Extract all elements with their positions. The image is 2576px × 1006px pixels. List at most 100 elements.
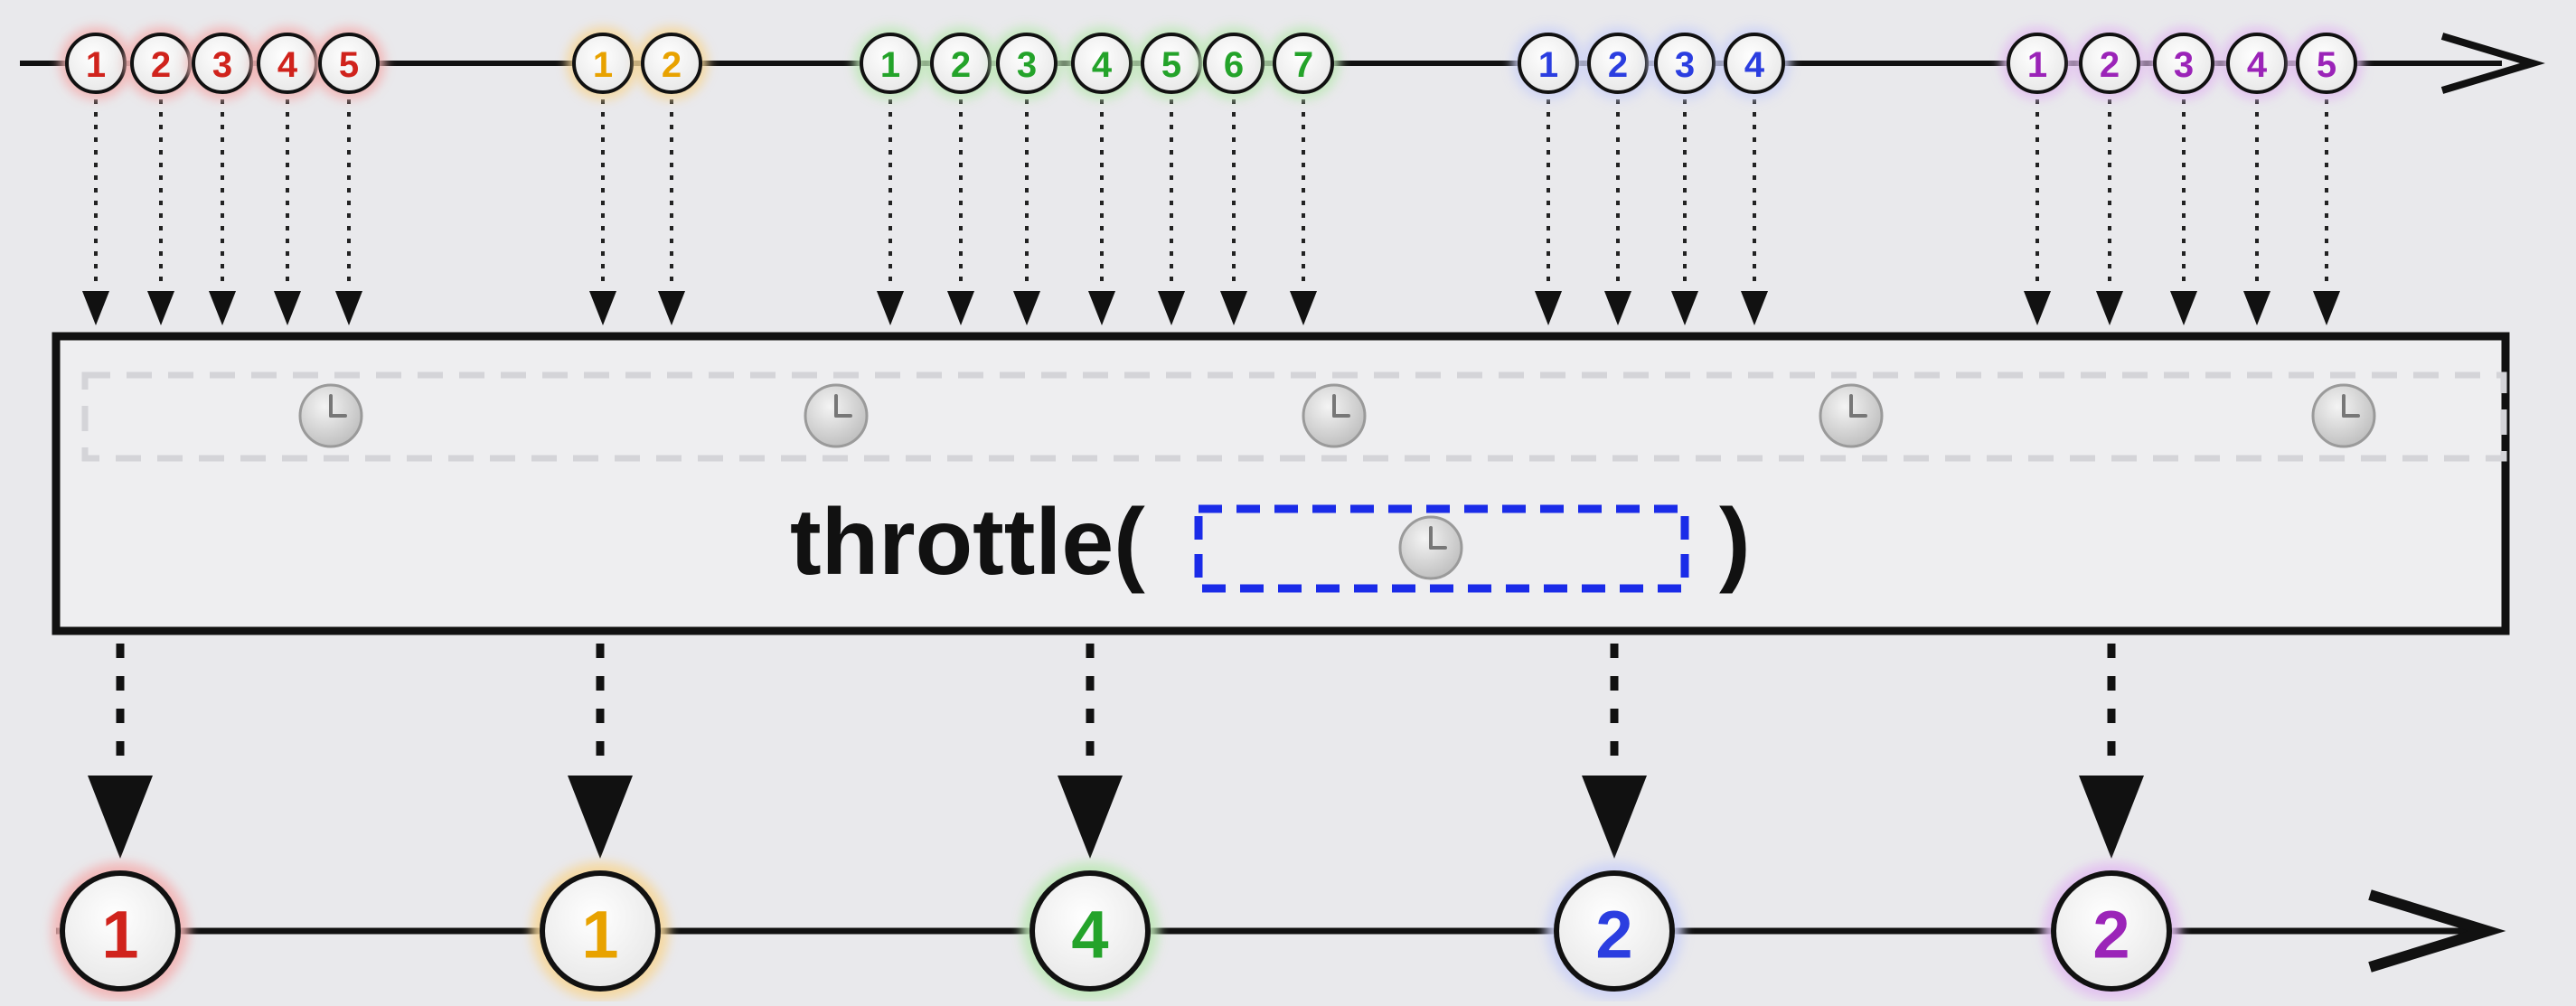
input-arrowhead <box>1013 291 1040 325</box>
input-arrowhead <box>1535 291 1562 325</box>
clock-icon <box>298 383 363 448</box>
input-marble-value: 2 <box>1608 45 1628 85</box>
operator-parameter-clock-icon <box>1398 515 1463 580</box>
input-marble-value: 7 <box>1293 45 1313 85</box>
operator-label-suffix: ) <box>1719 490 1751 595</box>
input-marble-value: 5 <box>339 45 359 85</box>
input-marble: 3 <box>2148 27 2220 99</box>
input-arrowhead <box>2313 291 2340 325</box>
input-arrowhead <box>1290 291 1317 325</box>
output-marble-value: 2 <box>1595 898 1632 973</box>
input-marble: 5 <box>1135 27 1208 99</box>
input-marble: 1 <box>1512 27 1584 99</box>
input-arrowhead <box>209 291 236 325</box>
input-marble: 2 <box>635 27 708 99</box>
input-arrowhead <box>274 291 301 325</box>
clock-icon <box>1819 383 1884 448</box>
input-arrowhead <box>877 291 904 325</box>
input-marble: 7 <box>1267 27 1340 99</box>
output-marble-value: 1 <box>101 898 138 973</box>
input-marble: 5 <box>313 27 385 99</box>
input-marble-value: 4 <box>277 45 298 85</box>
output-marble-value: 1 <box>581 898 618 973</box>
input-marble: 1 <box>60 27 132 99</box>
input-arrowhead <box>335 291 362 325</box>
input-marble: 3 <box>186 27 259 99</box>
input-arrowhead <box>1604 291 1631 325</box>
input-marble-value: 4 <box>1092 45 1113 85</box>
input-marble: 1 <box>854 27 926 99</box>
output-marble: 2 <box>1546 862 1683 1000</box>
input-arrowhead <box>947 291 974 325</box>
operator-box-frame <box>52 332 2510 635</box>
input-arrowhead <box>2243 291 2270 325</box>
input-marble-value: 1 <box>593 45 613 85</box>
input-marble: 1 <box>567 27 639 99</box>
input-marble: 4 <box>251 27 324 99</box>
input-marble-value: 3 <box>1017 45 1037 85</box>
input-arrowhead <box>1088 291 1115 325</box>
input-marble: 6 <box>1198 27 1270 99</box>
input-marble: 3 <box>1649 27 1721 99</box>
input-marble: 4 <box>1066 27 1138 99</box>
input-marble-value: 1 <box>880 45 900 85</box>
input-marble-value: 2 <box>151 45 171 85</box>
output-arrowhead <box>1582 776 1647 859</box>
input-arrowhead <box>1671 291 1698 325</box>
output-marble: 1 <box>531 862 669 1000</box>
clock-icon <box>1302 383 1367 448</box>
operator-parameter-box <box>1194 504 1689 593</box>
input-arrowhead <box>589 291 616 325</box>
input-arrowhead <box>2170 291 2197 325</box>
input-marble-value: 4 <box>1744 45 1765 85</box>
output-arrowhead <box>88 776 153 859</box>
input-marble: 2 <box>925 27 997 99</box>
input-marble: 2 <box>2073 27 2146 99</box>
operator-label-prefix: throttle( <box>790 490 1145 595</box>
input-arrowhead <box>82 291 109 325</box>
source-timeline-arrowhead <box>2440 33 2545 94</box>
input-marble: 4 <box>1718 27 1791 99</box>
input-marble-value: 2 <box>2100 45 2120 85</box>
input-marble-value: 2 <box>662 45 682 85</box>
input-marble: 1 <box>2001 27 2073 99</box>
output-marble: 2 <box>2043 862 2180 1000</box>
input-marble: 4 <box>2221 27 2293 99</box>
input-marble: 5 <box>2290 27 2363 99</box>
input-arrows <box>82 99 2340 325</box>
input-marble-value: 3 <box>2174 45 2194 85</box>
input-arrowhead <box>2096 291 2123 325</box>
timing-band <box>81 371 2507 462</box>
input-marble: 2 <box>125 27 197 99</box>
input-marble: 2 <box>1582 27 1654 99</box>
input-arrowhead <box>2024 291 2051 325</box>
input-marble-value: 5 <box>2317 45 2336 85</box>
input-arrowhead <box>147 291 174 325</box>
input-arrowhead <box>658 291 685 325</box>
output-marble-value: 4 <box>1071 898 1108 973</box>
input-marble-value: 6 <box>1224 45 1244 85</box>
input-marble-value: 2 <box>951 45 971 85</box>
input-marble-value: 5 <box>1161 45 1181 85</box>
output-arrowhead <box>2079 776 2144 859</box>
output-marble: 4 <box>1021 862 1159 1000</box>
input-marble: 3 <box>991 27 1063 99</box>
input-marble-value: 3 <box>212 45 232 85</box>
input-marble-value: 1 <box>2027 45 2047 85</box>
output-arrowhead <box>568 776 633 859</box>
input-marbles: 1 2 3 4 5 1 2 1 2 3 4 5 6 7 1 2 3 4 1 2 3 4 5 <box>60 27 2363 99</box>
output-marble: 1 <box>52 862 189 1000</box>
input-marble-value: 1 <box>86 45 106 85</box>
clock-icon <box>2311 383 2376 448</box>
input-marble-value: 3 <box>1675 45 1695 85</box>
input-arrowhead <box>1158 291 1185 325</box>
output-marbles: 1 1 4 2 2 <box>52 862 2180 1000</box>
input-marble-value: 4 <box>2247 45 2268 85</box>
output-marble-value: 2 <box>2092 898 2129 973</box>
output-arrows <box>88 644 2144 859</box>
operator-box: throttle( ) <box>52 332 2510 635</box>
input-arrowhead <box>1220 291 1247 325</box>
clock-icon <box>804 383 869 448</box>
